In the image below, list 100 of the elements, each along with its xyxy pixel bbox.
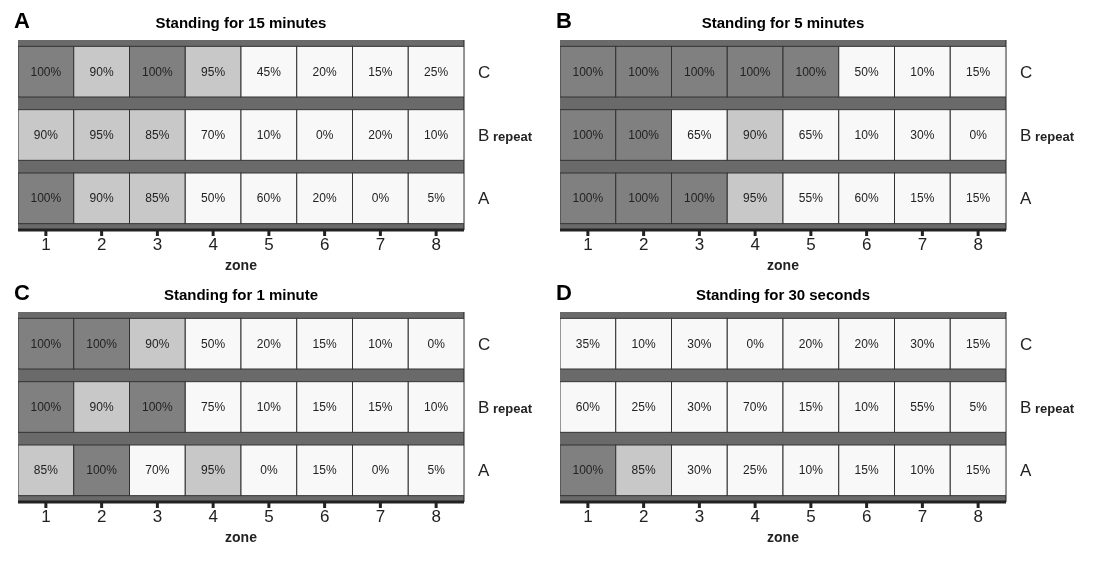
data-label: 90% xyxy=(33,128,59,142)
data-label: 20% xyxy=(312,64,337,79)
x-tick-label: 6 xyxy=(319,235,330,255)
data-label: 50% xyxy=(854,64,879,79)
data-label: 15% xyxy=(966,64,991,79)
data-label: 15% xyxy=(312,336,337,351)
data-label: 0% xyxy=(315,128,334,142)
text: A xyxy=(14,8,30,34)
data-label: 95% xyxy=(89,128,114,142)
chart-title: Standing for 5 minutes xyxy=(701,14,865,31)
y-tick-label: C xyxy=(478,62,491,82)
x-tick-label: 6 xyxy=(319,507,330,527)
data-label: 50% xyxy=(201,191,226,206)
data-label: 100% xyxy=(30,336,62,351)
text: C xyxy=(14,280,30,306)
data-label: 10% xyxy=(256,128,282,142)
x-tick-label: 1 xyxy=(583,507,593,527)
data-label: 90% xyxy=(743,128,768,142)
text: B xyxy=(556,8,572,34)
data-label: 60% xyxy=(256,191,282,206)
data-label: 100% xyxy=(142,400,174,414)
data-label: 15% xyxy=(368,400,393,414)
data-label: 0% xyxy=(746,336,765,351)
data-label: 70% xyxy=(743,400,768,414)
data-label: 30% xyxy=(687,463,712,478)
data-label: 0% xyxy=(260,463,278,478)
data-label: 15% xyxy=(854,463,879,478)
data-label: 100% xyxy=(684,191,716,206)
data-label: 60% xyxy=(575,400,601,414)
x-tick-label: 4 xyxy=(208,235,218,255)
data-label: 100% xyxy=(628,128,660,142)
data-label: 25% xyxy=(743,463,768,478)
x-tick-label: 4 xyxy=(750,507,760,527)
data-label: 15% xyxy=(966,463,991,478)
x-tick-label: 5 xyxy=(264,235,274,255)
x-tick-label: 2 xyxy=(96,507,107,527)
x-tick-label: 5 xyxy=(806,235,816,255)
data-label: 60% xyxy=(854,191,879,206)
data-label: 95% xyxy=(743,191,768,206)
data-label: 30% xyxy=(910,128,935,142)
x-tick-label: 3 xyxy=(694,235,705,255)
x-tick-label: 1 xyxy=(41,235,51,255)
data-label: 25% xyxy=(631,400,656,414)
y-tick-label: B repeat xyxy=(478,126,533,145)
chart-title: Standing for 15 minutes xyxy=(155,14,327,31)
data-label: 65% xyxy=(687,128,712,142)
data-label: 90% xyxy=(89,400,114,414)
data-label: 85% xyxy=(145,191,170,206)
data-label: 100% xyxy=(30,191,62,206)
chart-title: Standing for 1 minute xyxy=(163,286,319,303)
data-label: 90% xyxy=(145,336,170,351)
x-axis-title: zone xyxy=(767,257,800,273)
data-label: 45% xyxy=(256,64,282,79)
data-label: 15% xyxy=(910,191,935,206)
data-label: 0% xyxy=(371,463,390,478)
data-label: 100% xyxy=(628,64,660,79)
y-tick-label: A xyxy=(1020,189,1032,209)
data-label: 10% xyxy=(910,64,935,79)
data-label: 55% xyxy=(798,191,824,206)
y-tick-label: A xyxy=(1020,461,1032,481)
data-label: 10% xyxy=(798,463,824,478)
x-tick-label: 8 xyxy=(973,507,983,527)
x-axis-title: zone xyxy=(767,529,800,545)
data-label: 20% xyxy=(798,336,824,351)
x-tick-label: 8 xyxy=(973,235,983,255)
data-label: 5% xyxy=(427,191,446,206)
data-label: 100% xyxy=(628,191,660,206)
data-label: 10% xyxy=(910,463,935,478)
data-label: 85% xyxy=(145,128,170,142)
chart-title: Standing for 30 seconds xyxy=(695,286,871,303)
data-label: 100% xyxy=(86,336,118,351)
data-label: 95% xyxy=(201,64,226,79)
data-label: 90% xyxy=(89,64,114,79)
data-label: 10% xyxy=(256,400,282,414)
data-label: 100% xyxy=(572,128,604,142)
x-tick-label: 1 xyxy=(41,507,51,527)
data-label: 25% xyxy=(424,64,449,79)
x-tick-label: 5 xyxy=(264,507,274,527)
data-label: 20% xyxy=(368,128,393,142)
x-tick-label: 7 xyxy=(375,235,386,255)
x-tick-label: 7 xyxy=(917,235,928,255)
data-label: 0% xyxy=(371,191,390,206)
data-label: 100% xyxy=(795,64,827,79)
y-tick-label: C xyxy=(1020,62,1033,82)
data-label: 30% xyxy=(687,400,712,414)
x-tick-label: 4 xyxy=(750,235,760,255)
data-label: 15% xyxy=(798,400,824,414)
data-label: 100% xyxy=(572,463,604,478)
y-tick-label: B repeat xyxy=(1020,398,1075,417)
data-label: 10% xyxy=(424,400,449,414)
data-label: 100% xyxy=(142,64,174,79)
text: D xyxy=(556,280,572,306)
data-label: 50% xyxy=(201,336,226,351)
data-label: 85% xyxy=(33,463,59,478)
x-tick-label: 3 xyxy=(152,235,163,255)
x-tick-label: 7 xyxy=(917,507,928,527)
data-label: 15% xyxy=(966,191,991,206)
data-label: 10% xyxy=(631,336,656,351)
data-label: 75% xyxy=(201,400,226,414)
x-tick-label: 3 xyxy=(152,507,163,527)
